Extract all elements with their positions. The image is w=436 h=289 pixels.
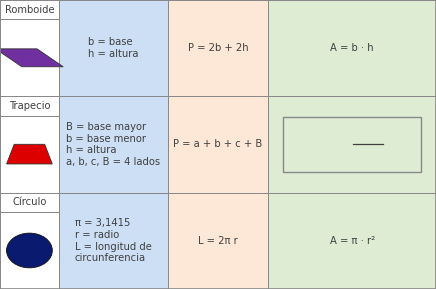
Text: Trapecio: Trapecio xyxy=(9,101,50,111)
Polygon shape xyxy=(7,144,52,164)
Bar xyxy=(268,0,436,96)
Bar xyxy=(0,193,59,212)
Text: L = 2π r: L = 2π r xyxy=(198,236,238,246)
Text: P = a + b + c + B: P = a + b + c + B xyxy=(174,140,262,149)
Text: Romboide: Romboide xyxy=(5,5,54,15)
Ellipse shape xyxy=(7,233,52,268)
Text: $\mathit{2}$: $\mathit{2}$ xyxy=(364,150,371,162)
Text: A = π · r²: A = π · r² xyxy=(330,236,375,246)
Text: B = base mayor
b = base menor
h = altura
a, b, c, B = 4 lados: B = base mayor b = base menor h = altura… xyxy=(66,122,160,167)
Text: A = b · h: A = b · h xyxy=(330,43,374,53)
Bar xyxy=(59,0,168,96)
Bar xyxy=(0,0,59,19)
Bar xyxy=(59,96,168,193)
Text: Círculo: Círculo xyxy=(12,197,47,207)
Bar xyxy=(0,19,59,96)
Bar xyxy=(268,193,436,289)
Text: $\mathit{A} =$: $\mathit{A} =$ xyxy=(289,138,308,151)
Bar xyxy=(168,193,268,289)
Bar xyxy=(283,116,421,173)
Bar xyxy=(0,96,59,116)
Text: π = 3,1415
r = radio
L = longitud de
circunferencia: π = 3,1415 r = radio L = longitud de cir… xyxy=(75,218,152,263)
Text: $\mathit{h} \cdot (\mathit{B} + \mathit{b})$: $\mathit{h} \cdot (\mathit{B} + \mathit{… xyxy=(344,127,391,140)
Bar xyxy=(268,96,436,193)
Text: b = base
h = altura: b = base h = altura xyxy=(88,37,139,59)
Bar xyxy=(168,0,268,96)
Bar xyxy=(0,212,59,289)
Bar xyxy=(0,116,59,193)
Bar xyxy=(59,193,168,289)
Polygon shape xyxy=(0,49,63,67)
Text: P = 2b + 2h: P = 2b + 2h xyxy=(187,43,249,53)
Bar xyxy=(168,96,268,193)
